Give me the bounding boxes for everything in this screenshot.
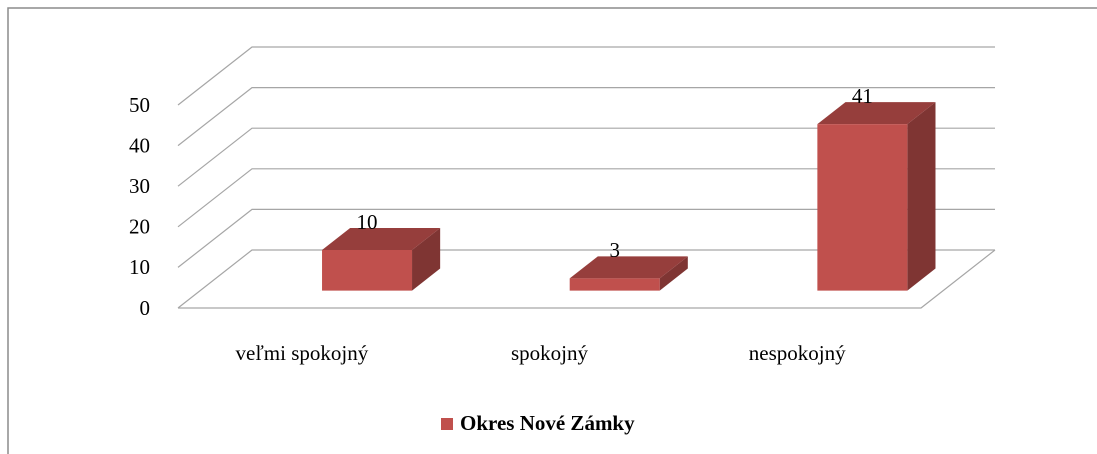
y-tick-label: 50 <box>129 93 150 117</box>
y-tick-label: 0 <box>140 296 151 320</box>
y-tick-label: 10 <box>129 255 150 279</box>
grid-line <box>177 208 995 268</box>
grid-line <box>177 168 995 228</box>
chart-frame <box>7 7 1097 454</box>
x-tick-label: nespokojný <box>749 341 846 365</box>
grid-line <box>177 249 995 309</box>
x-tick-label: veľmi spokojný <box>235 341 368 365</box>
bar-side <box>659 256 688 291</box>
data-label: 10 <box>357 210 378 234</box>
legend-label: Okres Nové Zámky <box>460 411 635 435</box>
grid-line <box>177 86 995 147</box>
bar <box>322 250 413 291</box>
x-tick-label: spokojný <box>511 341 589 365</box>
bar <box>569 278 660 291</box>
y-tick-label: 20 <box>129 215 150 239</box>
bar-top <box>817 102 936 125</box>
bar-top <box>569 256 688 279</box>
bar-top <box>322 227 441 250</box>
data-label: 41 <box>852 84 873 108</box>
floor-edge <box>178 249 996 309</box>
bar-side <box>907 102 936 291</box>
y-tick-label: 40 <box>129 133 150 157</box>
bar-side <box>412 227 441 291</box>
grid-line <box>177 127 995 187</box>
bar <box>817 124 908 291</box>
data-label: 3 <box>609 238 620 262</box>
y-tick-label: 30 <box>129 174 150 198</box>
grid-line <box>177 46 995 106</box>
legend-swatch <box>441 418 453 430</box>
